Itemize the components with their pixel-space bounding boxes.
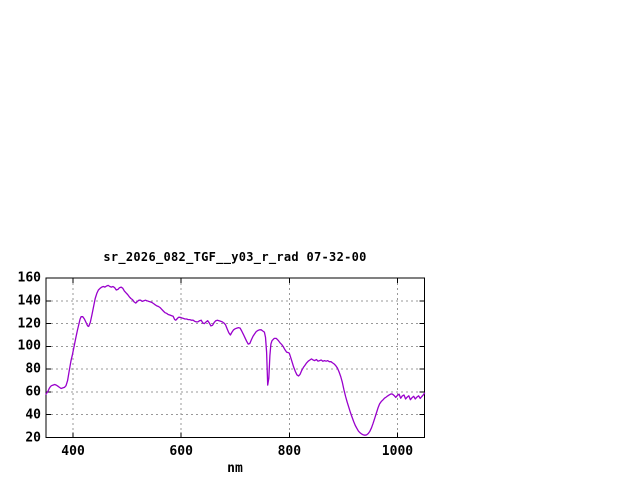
- y-tick-label: 80: [25, 361, 41, 377]
- y-tick-label: 100: [17, 338, 41, 354]
- y-tick-label: 140: [17, 293, 41, 309]
- y-tick-label: 120: [17, 316, 41, 332]
- spectral-curve: [45, 284, 426, 436]
- plot-border: [45, 277, 425, 438]
- y-tick-label: 20: [25, 430, 41, 445]
- x-axis-label: nm: [227, 461, 243, 476]
- y-tick-label: 40: [25, 407, 41, 423]
- y-tick-label: 60: [25, 384, 41, 400]
- y-tick-label: 160: [17, 270, 41, 286]
- x-tick-label: 1000: [381, 444, 414, 459]
- chart-title: sr_2026_082_TGF__y03_r_rad 07-32-00: [103, 250, 367, 264]
- x-tick-label: 800: [277, 444, 302, 459]
- x-tick-label: 600: [169, 444, 193, 459]
- x-tick-label: 400: [61, 444, 85, 459]
